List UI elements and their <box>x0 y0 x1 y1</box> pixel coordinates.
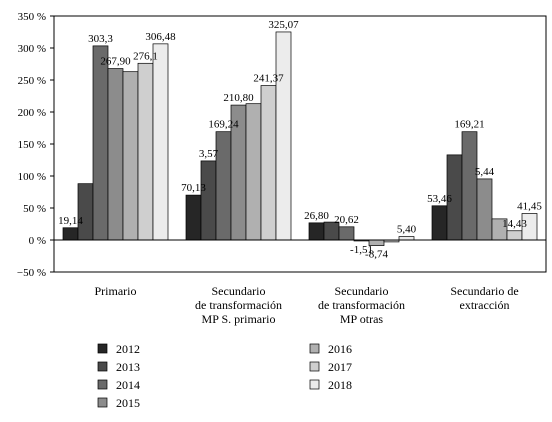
legend-label: 2016 <box>328 342 352 356</box>
bar-2014-cat2 <box>338 226 355 241</box>
y-tick-label: 200 % <box>18 107 46 119</box>
data-label: 19,14 <box>58 215 83 227</box>
legend-label: 2012 <box>116 342 140 356</box>
bar-2016-cat0 <box>122 71 139 241</box>
category-label-line: extracción <box>460 298 510 312</box>
category-label-line: de transformación <box>318 298 405 312</box>
data-label: 5,44 <box>475 166 495 178</box>
data-label: 210,80 <box>223 92 254 104</box>
data-label: 70,13 <box>181 182 206 194</box>
data-label: 20,62 <box>334 214 359 226</box>
data-label: 267,90 <box>100 56 131 68</box>
legend: 2012 2013 2014 2015 2016 2017 2018 <box>97 342 352 410</box>
bar-2012-cat1 <box>185 194 202 241</box>
category-label-line: Secundario <box>335 284 389 298</box>
bar-2018-cat1 <box>275 31 292 241</box>
y-tick-label: 100 % <box>18 171 46 183</box>
legend-swatch-2016 <box>309 343 320 354</box>
legend-swatch-2013 <box>97 361 108 372</box>
data-label: 303,3 <box>88 33 113 45</box>
legend-swatch-2012 <box>97 343 108 354</box>
bar-2015-cat0 <box>107 68 124 241</box>
bars <box>62 31 538 246</box>
legend-swatch-2017 <box>309 361 320 372</box>
category-label-line: MP S. primario <box>202 312 276 326</box>
data-label: 41,45 <box>517 200 542 212</box>
data-label: 169,24 <box>208 119 239 131</box>
legend-label: 2014 <box>116 378 140 392</box>
bar-2017-cat1 <box>260 85 277 241</box>
bar-2018-cat2 <box>398 236 415 241</box>
data-label: -1,51 <box>350 244 373 256</box>
y-tick-label: 250 % <box>18 75 46 87</box>
data-labels: 19,14 303,3 267,90 276,1 306,48 70,13 3,57 169,… <box>58 19 542 261</box>
data-label: 306,48 <box>145 31 176 43</box>
y-tick-label: 0 % <box>29 235 46 247</box>
data-label: 53,46 <box>427 193 452 205</box>
bar-2012-cat0 <box>62 227 79 241</box>
bar-2017-cat0 <box>137 62 154 241</box>
y-tick-label: −50 % <box>17 267 46 279</box>
y-tick-label: 150 % <box>18 139 46 151</box>
legend-label: 2015 <box>116 396 140 410</box>
y-tick-label: 350 % <box>18 11 46 23</box>
bar-2014-cat3 <box>461 131 478 241</box>
data-label: 169,21 <box>454 119 484 131</box>
legend-swatch-2018 <box>309 379 320 390</box>
bar-2015-cat3 <box>476 178 493 241</box>
bar-2014-cat1 <box>215 131 232 241</box>
data-label: 26,80 <box>304 210 329 222</box>
bar-2012-cat2 <box>308 222 325 241</box>
data-label: 3,57 <box>199 148 219 160</box>
data-label: 276,1 <box>133 50 158 62</box>
legend-swatch-2015 <box>97 397 108 408</box>
legend-label: 2013 <box>116 360 140 374</box>
category-label-line: de transformación <box>195 298 282 312</box>
data-label: 241,37 <box>253 73 284 85</box>
category-labels: Primario Secundario de transformación MP S.… <box>95 284 519 326</box>
bar-2013-cat1 <box>200 160 217 241</box>
category-label-line: Primario <box>95 284 137 298</box>
legend-swatch-2014 <box>97 379 108 390</box>
legend-label: 2018 <box>328 378 352 392</box>
category-label-line: MP otras <box>340 312 384 326</box>
data-label: -8,74 <box>365 249 388 261</box>
bar-2014-cat0 <box>92 45 109 241</box>
bar-2016-cat1 <box>245 103 262 241</box>
data-label: 14,43 <box>502 218 527 230</box>
data-label: 325,07 <box>268 19 299 31</box>
y-tick-label: 300 % <box>18 43 46 55</box>
data-label: 5,40 <box>397 224 417 236</box>
y-tick-label: 50 % <box>23 203 46 215</box>
category-label-line: Secundario <box>212 284 266 298</box>
category-label-line: Secundario de <box>450 284 518 298</box>
category-label: Secundario de transformación MP otras <box>318 284 405 326</box>
category-label: Secundario de extracción <box>450 284 518 312</box>
category-label: Secundario de transformación MP S. primari… <box>195 284 282 326</box>
bar-2017-cat3 <box>506 230 523 241</box>
legend-label: 2017 <box>328 360 352 374</box>
category-label: Primario <box>95 284 137 298</box>
y-axis: −50 % 0 % 50 % 100 % 150 % 200 % 250 % 300 % 350… <box>17 11 54 279</box>
bar-2013-cat0 <box>77 183 94 241</box>
bar-2018-cat0 <box>152 43 169 241</box>
bar-2012-cat3 <box>431 205 448 241</box>
